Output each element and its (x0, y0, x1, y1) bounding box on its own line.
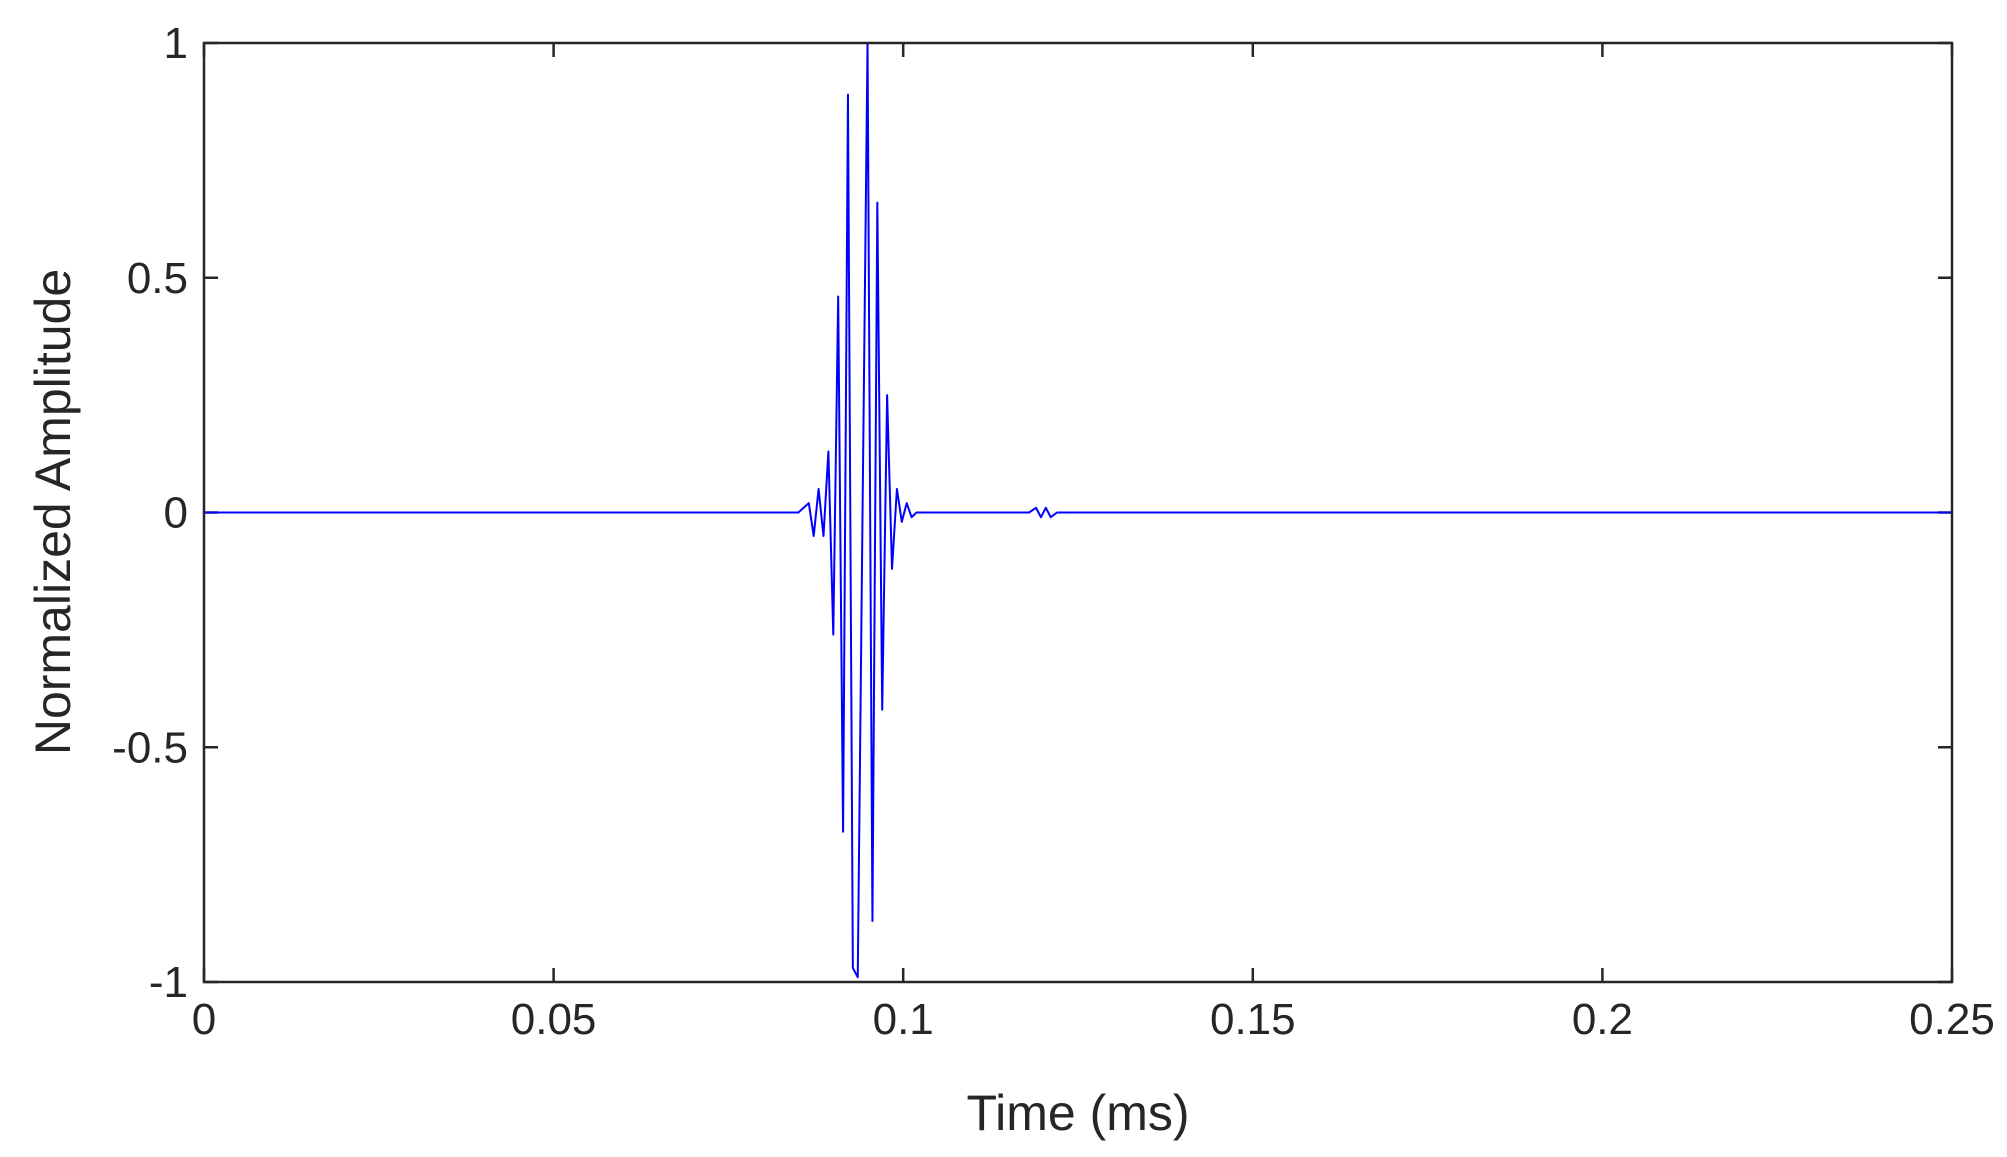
x-tick-label: 0 (192, 995, 216, 1044)
y-axis-label: Normalized Amplitude (25, 269, 81, 755)
x-tick-label: 0.2 (1572, 995, 1633, 1044)
x-tick-label: 0.15 (1210, 995, 1296, 1044)
x-tick-label: 0.1 (873, 995, 934, 1044)
x-tick-label: 0.25 (1909, 995, 1995, 1044)
y-tick-label: 0 (164, 489, 188, 538)
y-tick-label: 0.5 (127, 254, 188, 303)
y-tick-label: -1 (149, 958, 188, 1007)
x-axis-label: Time (ms) (966, 1085, 1189, 1141)
x-tick-label: 0.05 (511, 995, 597, 1044)
tick-labels: 0 0.05 0.1 0.15 0.2 0.25 -1 -0.5 0 0.5 1 (112, 19, 1995, 1044)
signal-line (204, 42, 1952, 979)
y-tick-label: 1 (164, 19, 188, 68)
y-tick-label: -0.5 (112, 723, 188, 772)
plot-frame (202, 41, 1954, 984)
